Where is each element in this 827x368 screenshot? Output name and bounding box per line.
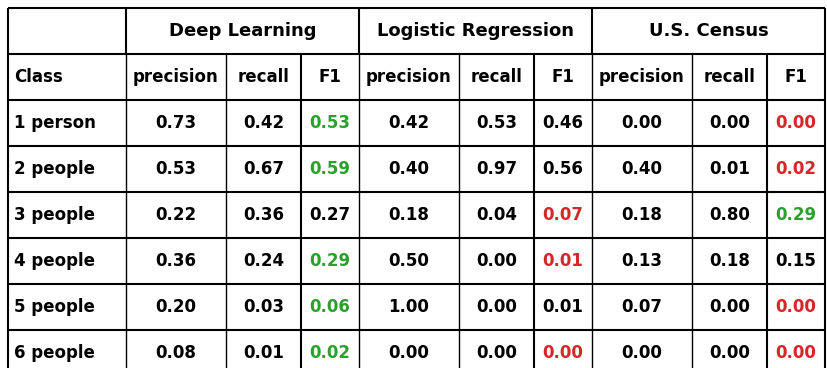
Text: 0.40: 0.40 [621, 160, 662, 178]
Text: 0.07: 0.07 [621, 298, 662, 316]
Text: 0.01: 0.01 [243, 344, 284, 362]
Text: 0.80: 0.80 [708, 206, 749, 224]
Text: 0.03: 0.03 [242, 298, 284, 316]
Text: 0.29: 0.29 [309, 252, 350, 270]
Text: 0.00: 0.00 [621, 114, 662, 132]
Text: F1: F1 [784, 68, 806, 86]
Text: precision: precision [133, 68, 218, 86]
Text: 0.01: 0.01 [542, 298, 583, 316]
Text: 0.56: 0.56 [542, 160, 583, 178]
Text: 0.00: 0.00 [708, 344, 749, 362]
Text: 0.20: 0.20 [155, 298, 196, 316]
Text: 0.36: 0.36 [155, 252, 196, 270]
Text: Deep Learning: Deep Learning [169, 22, 316, 40]
Text: 0.15: 0.15 [775, 252, 815, 270]
Text: 0.04: 0.04 [476, 206, 516, 224]
Text: 0.53: 0.53 [309, 114, 350, 132]
Text: 0.73: 0.73 [155, 114, 196, 132]
Text: 0.02: 0.02 [309, 344, 350, 362]
Text: 6 people: 6 people [14, 344, 95, 362]
Text: 1.00: 1.00 [388, 298, 429, 316]
Text: 0.00: 0.00 [708, 298, 749, 316]
Text: F1: F1 [318, 68, 341, 86]
Text: 1 person: 1 person [14, 114, 96, 132]
Text: 0.59: 0.59 [309, 160, 350, 178]
Text: recall: recall [470, 68, 522, 86]
Text: 4 people: 4 people [14, 252, 95, 270]
Text: 0.00: 0.00 [775, 298, 815, 316]
Text: 0.00: 0.00 [775, 114, 815, 132]
Text: Class: Class [14, 68, 63, 86]
Text: 0.00: 0.00 [542, 344, 583, 362]
Text: 0.46: 0.46 [542, 114, 583, 132]
Text: F1: F1 [551, 68, 574, 86]
Text: 0.00: 0.00 [476, 298, 516, 316]
Text: 0.29: 0.29 [775, 206, 815, 224]
Text: precision: precision [599, 68, 684, 86]
Text: 0.53: 0.53 [476, 114, 516, 132]
Text: 0.07: 0.07 [542, 206, 583, 224]
Text: 5 people: 5 people [14, 298, 95, 316]
Text: 0.00: 0.00 [775, 344, 815, 362]
Text: U.S. Census: U.S. Census [648, 22, 767, 40]
Text: 3 people: 3 people [14, 206, 95, 224]
Text: 2 people: 2 people [14, 160, 95, 178]
Text: 0.36: 0.36 [242, 206, 284, 224]
Text: 0.00: 0.00 [621, 344, 662, 362]
Text: 0.01: 0.01 [542, 252, 583, 270]
Text: 0.40: 0.40 [388, 160, 429, 178]
Text: 0.53: 0.53 [155, 160, 196, 178]
Text: Logistic Regression: Logistic Regression [376, 22, 573, 40]
Text: 0.24: 0.24 [242, 252, 284, 270]
Text: 0.02: 0.02 [775, 160, 815, 178]
Text: recall: recall [237, 68, 289, 86]
Text: 0.18: 0.18 [621, 206, 662, 224]
Text: 0.22: 0.22 [155, 206, 196, 224]
Text: 0.00: 0.00 [388, 344, 429, 362]
Text: 0.97: 0.97 [476, 160, 516, 178]
Text: 0.13: 0.13 [621, 252, 662, 270]
Text: precision: precision [366, 68, 452, 86]
Text: 0.50: 0.50 [388, 252, 429, 270]
Text: 0.18: 0.18 [388, 206, 429, 224]
Text: 0.08: 0.08 [155, 344, 196, 362]
Text: 0.00: 0.00 [476, 252, 516, 270]
Text: 0.01: 0.01 [708, 160, 749, 178]
Text: recall: recall [703, 68, 754, 86]
Text: 0.00: 0.00 [476, 344, 516, 362]
Text: 0.00: 0.00 [708, 114, 749, 132]
Text: 0.27: 0.27 [309, 206, 350, 224]
Text: 0.67: 0.67 [242, 160, 284, 178]
Text: 0.42: 0.42 [242, 114, 284, 132]
Text: 0.42: 0.42 [388, 114, 429, 132]
Text: 0.18: 0.18 [708, 252, 749, 270]
Text: 0.06: 0.06 [309, 298, 350, 316]
